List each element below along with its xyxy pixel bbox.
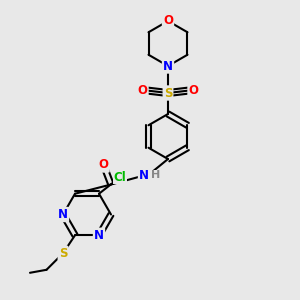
Text: O: O [188, 83, 199, 97]
Text: H: H [151, 170, 160, 181]
Text: N: N [163, 59, 173, 73]
Text: Cl: Cl [114, 171, 126, 184]
Text: N: N [94, 229, 104, 242]
Text: O: O [163, 14, 173, 28]
Text: N: N [58, 208, 68, 221]
Text: S: S [164, 86, 172, 100]
Text: O: O [137, 83, 148, 97]
Text: S: S [59, 247, 67, 260]
Text: O: O [98, 158, 109, 172]
Text: N: N [139, 169, 149, 182]
